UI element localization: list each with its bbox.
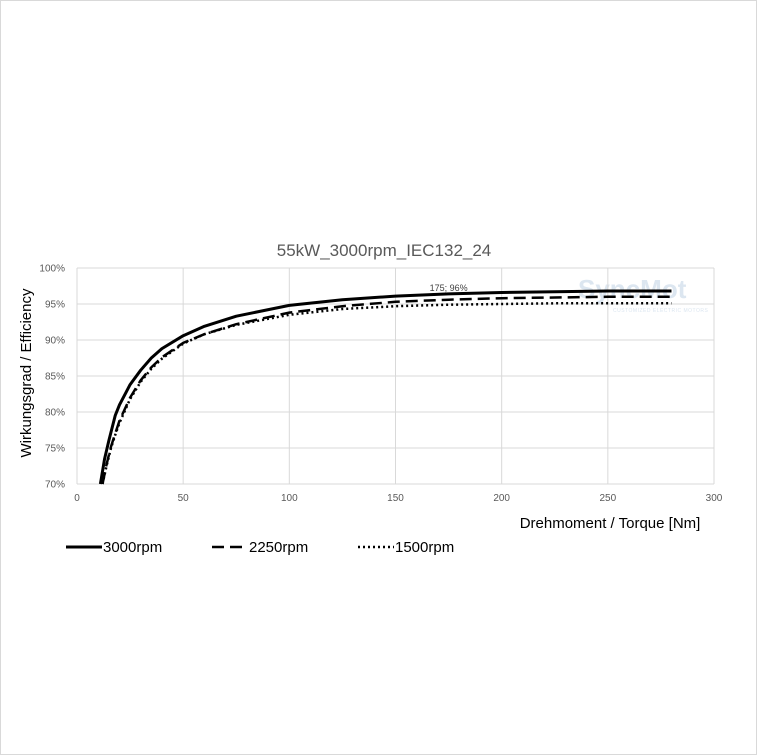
y-tick-label: 85% <box>45 372 65 383</box>
y-tick-label: 75% <box>45 444 65 455</box>
legend: 3000rpm 2250rpm 1500rpm <box>66 539 454 556</box>
x-axis-label: Drehmoment / Torque [Nm] <box>520 515 701 532</box>
x-tick-labels: 0 50 100 150 200 250 300 <box>74 493 723 504</box>
legend-label-3000rpm: 3000rpm <box>103 539 162 556</box>
watermark-main-a: Sync <box>578 274 640 304</box>
watermark-sub: CUSTOMIZED ELECTRIC MOTORS <box>613 308 708 314</box>
x-tick-label: 50 <box>178 493 190 504</box>
legend-label-1500rpm: 1500rpm <box>395 539 454 556</box>
y-tick-label: 70% <box>45 480 65 491</box>
series-line-3000rpm <box>98 289 672 485</box>
series-line-2250rpm <box>101 295 672 485</box>
y-tick-label: 80% <box>45 408 65 419</box>
x-tick-label: 300 <box>706 493 723 504</box>
y-axis-label: Wirkungsgrad / Efficiency <box>18 288 35 457</box>
y-tick-label: 100% <box>39 264 65 275</box>
x-tick-label: 200 <box>493 493 510 504</box>
watermark-main-b: Mot <box>640 274 687 304</box>
y-tick-labels: 70% 75% 80% 85% 90% 95% 100% <box>39 264 65 491</box>
chart-title: 55kW_3000rpm_IEC132_24 <box>277 241 492 260</box>
y-tick-label: 90% <box>45 336 65 347</box>
x-tick-label: 0 <box>74 493 80 504</box>
data-annotation: 175; 96% <box>430 283 468 293</box>
x-tick-label: 150 <box>387 493 404 504</box>
series-line-1500rpm <box>101 302 672 485</box>
series-lines <box>98 289 672 485</box>
x-tick-label: 100 <box>281 493 298 504</box>
watermark-logo: SyncMot CUSTOMIZED ELECTRIC MOTORS <box>578 274 708 314</box>
x-tick-label: 250 <box>599 493 616 504</box>
watermark-main: SyncMot <box>578 274 687 304</box>
y-tick-label: 95% <box>45 300 65 311</box>
legend-label-2250rpm: 2250rpm <box>249 539 308 556</box>
